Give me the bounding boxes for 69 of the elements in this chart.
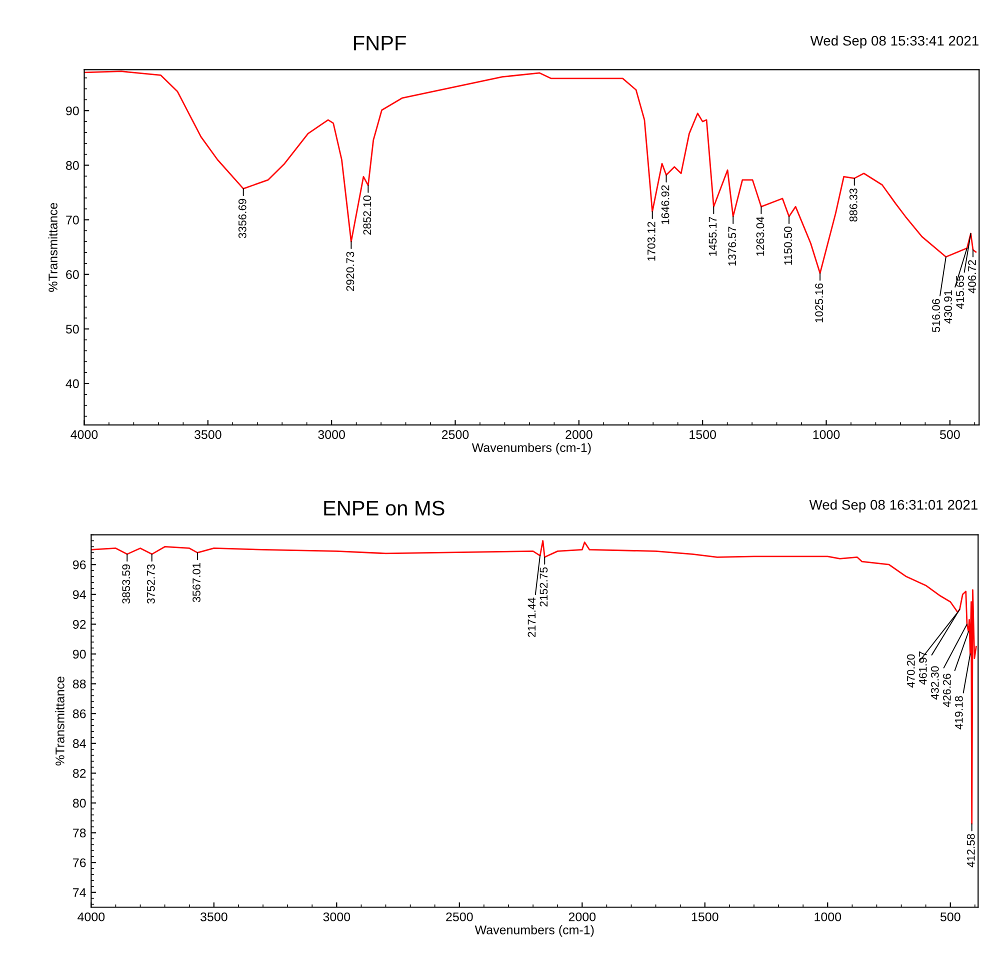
x-tick-label: 2500 — [446, 912, 473, 922]
y-tick-label: 70 — [66, 216, 79, 224]
annotation: 426.26 — [942, 674, 951, 708]
annotation: 2920.73 — [346, 252, 354, 291]
annotation: 415.65 — [956, 276, 964, 309]
y-axis-title: %Transmittance — [55, 676, 64, 766]
x-tick-label: 4000 — [70, 430, 98, 440]
annotation: 3752.73 — [146, 564, 155, 604]
x-tick-label: 2500 — [442, 430, 469, 440]
x-tick-label: 3000 — [318, 430, 345, 440]
text: Wed Sep 08 16:31:01 2021 — [809, 500, 978, 512]
y-tick-label: 80 — [66, 161, 79, 170]
y-tick-label: 86 — [72, 709, 86, 718]
annotation: 1455.17 — [708, 216, 717, 256]
x-tick-label: 1500 — [692, 912, 718, 922]
x-tick-label: 1000 — [813, 430, 840, 440]
x-tick-label: 4000 — [78, 912, 105, 922]
y-tick-label: 94 — [72, 590, 86, 600]
annotation: 412.58 — [966, 834, 975, 868]
annotation: 461.97 — [918, 652, 927, 685]
x-tick-label: 1500 — [690, 430, 716, 440]
annotation: 3567.01 — [192, 562, 200, 602]
y-tick-label: 74 — [73, 888, 86, 897]
y-tick-label: 96 — [72, 560, 86, 570]
annotation: 1150.50 — [784, 226, 792, 265]
chart-title: FNPF — [354, 36, 406, 50]
y-tick-label: 82 — [72, 768, 86, 778]
y-tick-label: 76 — [73, 858, 86, 868]
annotation: 2152.75 — [540, 567, 548, 606]
x-tick-label: 2000 — [568, 912, 596, 922]
y-tick-label: 50 — [66, 324, 79, 334]
x-tick-label: 3500 — [194, 430, 222, 440]
y-tick-label: 92 — [72, 620, 86, 629]
x-axis-title: Wavenumbers (cm-1) — [474, 925, 594, 937]
annotation: 470.20 — [906, 654, 915, 688]
annotation: 2171.44 — [528, 598, 536, 637]
chart-title: ENPE on MS — [324, 500, 444, 516]
x-tick-label: 3000 — [323, 912, 350, 922]
annotation: 886.33 — [849, 188, 858, 222]
annotation: 1025.16 — [815, 283, 824, 322]
x-tick-label: 500 — [940, 912, 960, 922]
annotation: 1646.92 — [661, 185, 670, 224]
annotation: 406.72 — [968, 260, 976, 294]
y-tick-label: 78 — [73, 828, 86, 838]
y-tick-label: 90 — [72, 650, 86, 659]
annotation: 516.06 — [932, 299, 940, 332]
y-tick-label: 84 — [72, 739, 86, 748]
annotation: 430.91 — [944, 290, 952, 324]
annotation: 3356.69 — [238, 198, 246, 238]
x-axis-title: Wavenumbers (cm-1) — [472, 442, 591, 455]
annotation: 432.30 — [930, 666, 939, 700]
x-tick-label: 2000 — [566, 430, 592, 440]
x-tick-label: 1000 — [814, 912, 842, 922]
y-tick-label: 90 — [66, 106, 79, 116]
x-tick-label: 500 — [940, 430, 960, 440]
annotation: 419.18 — [954, 696, 963, 730]
line-series — [91, 540, 977, 825]
annotation: 3853.59 — [122, 564, 130, 604]
y-tick-label: 40 — [66, 379, 79, 388]
y-tick-label: 80 — [72, 798, 86, 808]
annotation: 1703.12 — [647, 222, 656, 261]
annotation: 1263.04 — [756, 216, 764, 256]
y-tick-label: 88 — [72, 680, 86, 688]
annotation: 1376.57 — [728, 226, 736, 266]
annotation: 2852.10 — [363, 196, 372, 235]
y-axis-title: %Transmittance — [48, 202, 58, 292]
y-tick-label: 60 — [66, 270, 79, 280]
x-tick-label: 3500 — [200, 912, 228, 922]
text: Wed Sep 08 15:33:41 2021 — [810, 35, 978, 48]
